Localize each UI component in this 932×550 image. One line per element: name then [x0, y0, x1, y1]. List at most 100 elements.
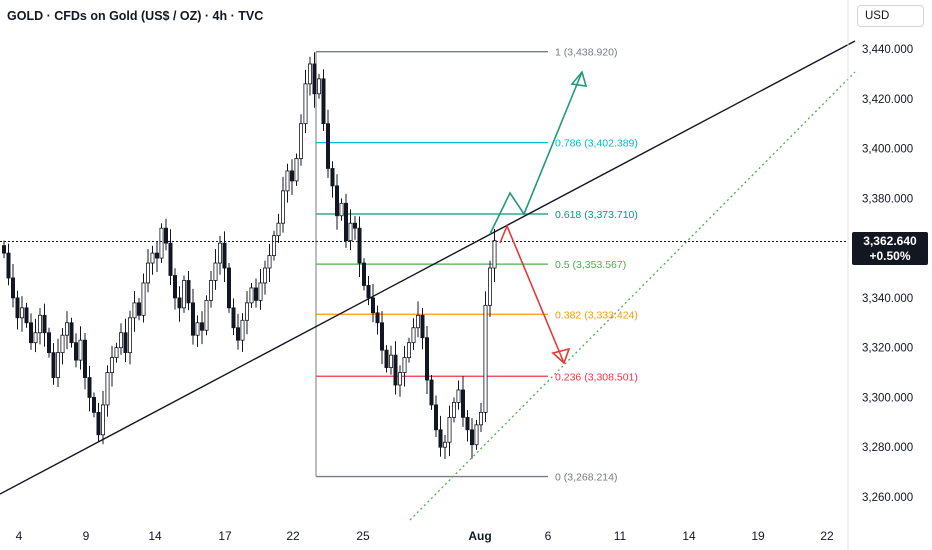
fib-level-label: 0 (3,268.214): [555, 472, 617, 484]
fib-level-label: 0.382 (3,333.424): [555, 309, 638, 321]
last-price-tag: 3,362.640 +0.50%: [852, 232, 928, 265]
candle-up: [127, 317, 132, 354]
candle-up: [397, 372, 402, 386]
candle-down: [51, 352, 56, 378]
candle-up: [33, 332, 38, 344]
candle-down: [87, 377, 92, 398]
candle-up: [150, 252, 155, 264]
candle-up: [478, 411, 483, 426]
candle-up: [294, 158, 299, 182]
candle-up: [195, 322, 200, 336]
candle-up: [487, 267, 492, 306]
candle-up: [217, 242, 222, 264]
candle-down: [163, 227, 168, 244]
y-tick-label: 3,280.000: [862, 442, 913, 454]
y-tick-label: 3,340.000: [862, 293, 913, 305]
x-tick-label: 19: [751, 529, 765, 543]
candlesticks: [2, 52, 497, 459]
x-tick-label: 4: [16, 529, 23, 543]
candle-up: [285, 170, 290, 192]
candle-down: [42, 314, 47, 334]
y-tick-label: 3,400.000: [862, 144, 913, 156]
candle-down: [393, 354, 398, 386]
candle-up: [78, 339, 83, 361]
y-tick-label: 3,300.000: [862, 392, 913, 404]
candle-up: [402, 357, 407, 373]
y-tick-label: 3,420.000: [862, 94, 913, 106]
x-tick-label: 14: [682, 529, 696, 543]
trendline: [0, 40, 856, 495]
candle-down: [330, 168, 335, 187]
x-tick-label: 14: [148, 529, 162, 543]
candle-up: [141, 282, 146, 316]
candle-down: [177, 297, 182, 309]
fib-level-label: 1 (3,438.920): [555, 47, 617, 59]
chart-title: GOLD · CFDs on Gold (US$ / OZ) · 4h · TV…: [7, 9, 264, 23]
candle-down: [465, 416, 470, 431]
candle-down: [370, 297, 375, 314]
candle-down: [253, 287, 258, 301]
candle-up: [267, 255, 272, 269]
candle-up: [56, 352, 61, 378]
candle-up: [388, 354, 393, 368]
candle-up: [60, 334, 65, 354]
candle-down: [15, 297, 20, 319]
candle-up: [181, 280, 186, 309]
candle-up: [406, 342, 411, 359]
candle-down: [366, 285, 371, 299]
candle-up: [249, 287, 254, 304]
candle-down: [2, 245, 7, 254]
candle-down: [92, 397, 97, 413]
y-tick-label: 3,320.000: [862, 343, 913, 355]
candle-down: [222, 242, 227, 269]
candle-up: [339, 202, 344, 217]
candle-up: [145, 262, 150, 284]
candle-down: [312, 63, 317, 95]
candle-up: [208, 280, 213, 301]
bullish-path: [489, 71, 583, 235]
candle-up: [65, 322, 70, 336]
candle-up: [114, 347, 119, 359]
candle-up: [110, 357, 115, 373]
fib-retracement: 1 (3,438.920) 0.786 (3,402.389) 0.618 (3,3…: [315, 47, 638, 484]
x-tick-label: 11: [614, 529, 627, 543]
x-tick-label: 17: [218, 529, 232, 543]
candle-up: [271, 235, 276, 256]
candle-down: [352, 222, 357, 229]
candle-down: [74, 342, 79, 361]
candle-up: [492, 240, 497, 269]
candle-down: [123, 332, 128, 354]
candle-up: [101, 404, 106, 436]
candle-up: [316, 78, 321, 95]
candle-down: [433, 404, 438, 431]
currency-selector[interactable]: USD: [857, 5, 924, 27]
dotted-trendline: [409, 71, 856, 521]
candle-down: [357, 227, 362, 264]
candle-down: [6, 252, 11, 279]
bearish-path: [499, 223, 565, 364]
fib-level-label: 0.236 (3,308.501): [555, 371, 638, 383]
candle-up: [159, 227, 164, 259]
candle-up: [38, 314, 43, 334]
candle-up: [258, 282, 263, 301]
candle-up: [474, 424, 479, 446]
candle-down: [343, 202, 348, 242]
candle-down: [136, 302, 141, 316]
candle-down: [361, 262, 366, 286]
candle-down: [168, 242, 173, 276]
candle-up: [262, 267, 267, 284]
y-tick-label: 3,380.000: [862, 193, 913, 205]
last-price-value: 3,362.640: [863, 234, 917, 248]
candle-up: [244, 302, 249, 321]
candle-up: [411, 327, 416, 344]
candle-down: [154, 252, 159, 259]
x-tick-label: 9: [83, 529, 90, 543]
candle-down: [325, 123, 330, 169]
bearish-arrowhead: [551, 347, 571, 365]
candle-up: [451, 402, 456, 418]
candle-down: [321, 78, 326, 125]
candle-up: [276, 222, 281, 237]
y-tick-label: 3,260.000: [862, 492, 913, 504]
candle-down: [226, 267, 231, 309]
